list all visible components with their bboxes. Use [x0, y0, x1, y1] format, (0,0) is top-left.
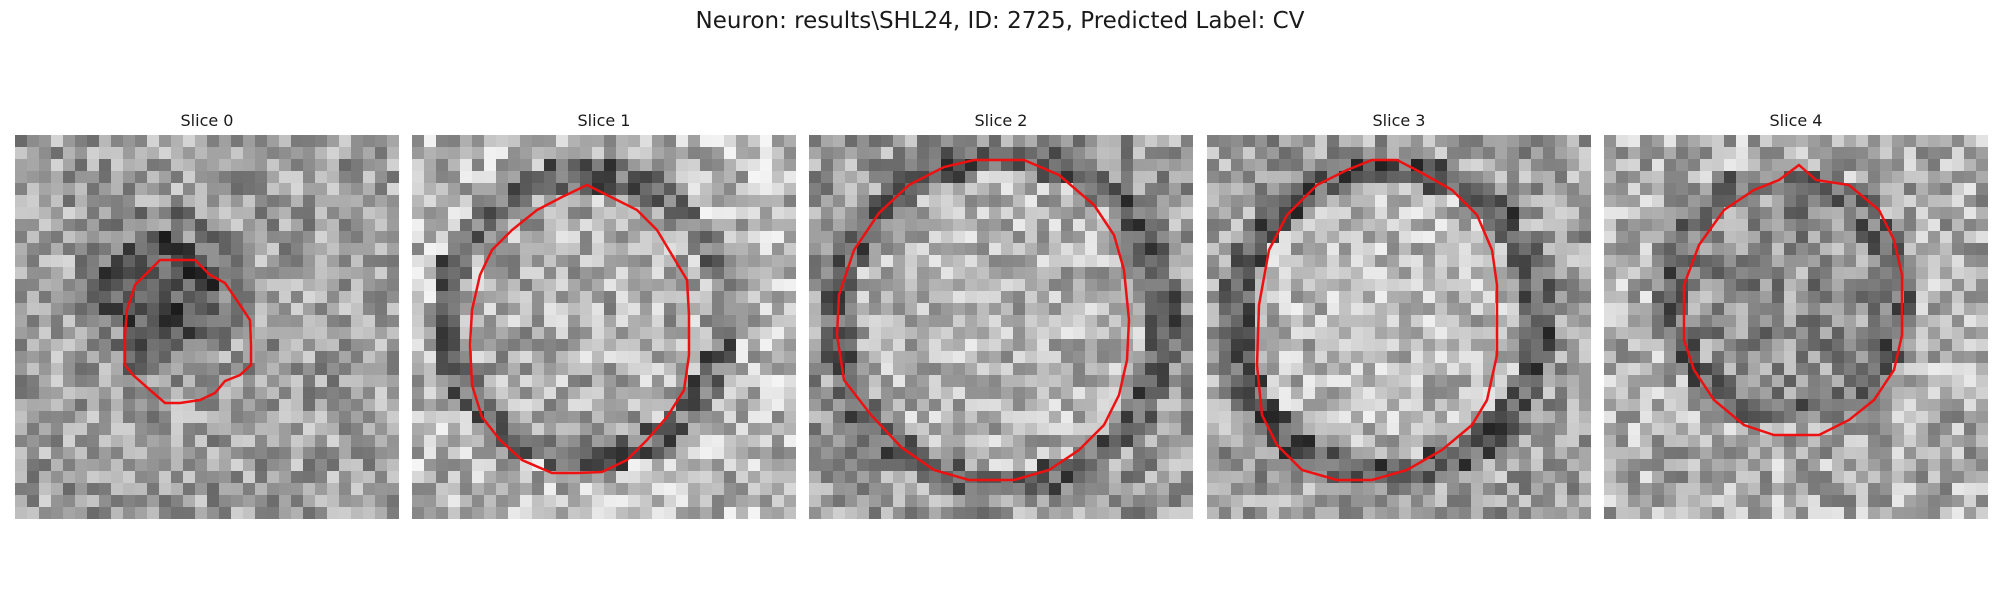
slice-image-4: [1604, 135, 1988, 519]
figure-title: Neuron: results\SHL24, ID: 2725, Predict…: [695, 8, 1305, 34]
contour-1: [468, 183, 691, 475]
slice-panel-3: Slice 3: [1207, 109, 1591, 519]
slice-panel-2: Slice 2: [809, 109, 1193, 519]
slice-title-4: Slice 4: [1769, 111, 1823, 130]
contour-4: [1682, 163, 1904, 437]
slice-title-1: Slice 1: [577, 111, 631, 130]
slice-title-2: Slice 2: [974, 111, 1028, 130]
slice-panel-4: Slice 4: [1604, 109, 1988, 519]
contour-0: [123, 258, 253, 405]
contour-2: [835, 158, 1131, 482]
slice-panel-1: Slice 1: [412, 109, 796, 519]
slice-title-0: Slice 0: [180, 111, 234, 130]
slice-image-1: [412, 135, 796, 519]
slice-image-0: [15, 135, 399, 519]
slice-panel-0: Slice 0: [15, 109, 399, 519]
slice-image-2: [809, 135, 1193, 519]
slice-image-3: [1207, 135, 1591, 519]
contour-3: [1255, 158, 1499, 482]
slice-title-3: Slice 3: [1372, 111, 1426, 130]
